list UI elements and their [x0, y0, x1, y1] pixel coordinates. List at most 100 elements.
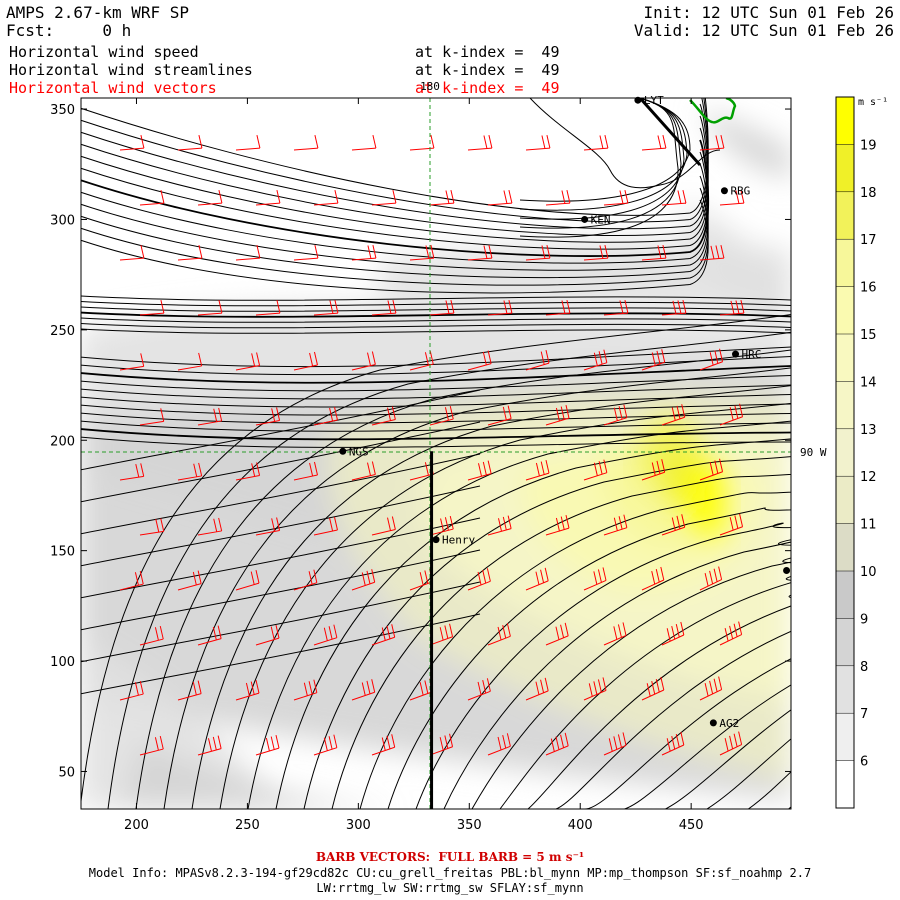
wind-barb-93	[351, 569, 376, 591]
wind-barb-64	[603, 404, 628, 426]
streamline-42	[387, 507, 791, 809]
wind-barb-14	[255, 189, 281, 206]
wind-barb-117	[467, 678, 491, 701]
wind-barb-31	[583, 244, 609, 261]
streamline-44	[443, 539, 791, 809]
colorbar-swatch-7	[836, 476, 854, 524]
stations: LYT RBG KEN HRC NGS Henry AG2	[339, 94, 791, 730]
wind-barb-54	[641, 349, 666, 371]
wind-barb-129	[545, 732, 569, 756]
colorbar-label: 17	[860, 233, 877, 248]
streamline-35	[191, 385, 791, 809]
wind-barb-49	[351, 351, 376, 371]
colorbar-swatch-8	[836, 428, 854, 477]
y-tick-label: 300	[50, 213, 75, 228]
y-tick-label: 250	[50, 324, 75, 339]
station-label: Henry	[442, 534, 475, 547]
wind-map: LYT RBG KEN HRC NGS Henry AG2 200 250 300 350 400 4…	[50, 80, 888, 833]
wind-barb-10	[641, 134, 667, 151]
wind-barb-107	[545, 622, 569, 646]
colorbar-swatch-1	[836, 760, 854, 808]
streamline-22	[81, 365, 791, 384]
colorbar-swatch-11	[836, 286, 854, 334]
station-rbg: RBG	[720, 185, 750, 198]
colorbar: 6 7 8 9 10 11 12 13 14 15 16 17 18 19 m s⁻¹	[835, 96, 888, 809]
model-info-line-1: Model Info: MPASv8.2.3-194-gf29cd82c CU:…	[88, 866, 812, 880]
wind-barb-51	[467, 350, 492, 371]
wind-barb-7	[467, 134, 493, 151]
streamline-32	[107, 331, 791, 809]
wind-barb-71	[351, 461, 376, 481]
streamline-43	[415, 522, 791, 809]
wind-barb-102	[255, 625, 280, 646]
colorbar-label: 14	[860, 375, 877, 390]
streamline-38	[275, 438, 791, 809]
wind-barb-5	[351, 134, 377, 151]
wind-barb-17	[429, 189, 455, 206]
wind-barb-66	[719, 403, 744, 426]
wind-barb-3	[235, 134, 261, 151]
streamline-14	[81, 301, 791, 307]
streamline-51	[640, 709, 791, 809]
streamline-50	[612, 684, 791, 809]
colorbar-label: 8	[860, 660, 868, 675]
streamline-20	[81, 346, 791, 368]
station-marker	[720, 187, 728, 195]
coastline	[529, 98, 737, 189]
wind-barb-73	[467, 460, 492, 481]
streamline-62	[81, 549, 481, 631]
wind-barb-88	[719, 513, 744, 536]
streamline-68	[519, 98, 682, 229]
wind-barb-57	[197, 407, 223, 426]
wind-barb-56	[139, 408, 165, 426]
wind-barb-37	[313, 299, 339, 316]
wind-barb-29	[467, 244, 493, 261]
layer-1-level: at k-index = 49	[415, 43, 560, 61]
colorbar-swatch-4	[836, 618, 854, 666]
wind-barb-2	[177, 134, 203, 151]
wind-barb-19	[545, 189, 571, 206]
station-label: LYT	[644, 94, 664, 107]
wind-barb-28	[409, 244, 435, 261]
init-time: Init: 12 UTC Sun 01 Feb 26	[643, 3, 894, 22]
wind-barb-123	[197, 735, 222, 756]
x-tick-label: 350	[457, 818, 482, 833]
wind-barb-127	[429, 733, 454, 756]
colorbar-label: 16	[860, 281, 877, 296]
streamline-27	[81, 412, 791, 424]
colorbar-label: 11	[860, 518, 877, 533]
wind-barb-124	[255, 735, 280, 756]
colorbar-swatch-9	[836, 381, 854, 429]
colorbar-swatch-5	[836, 571, 854, 619]
wind-barb-26	[293, 244, 319, 261]
streamline-18	[81, 323, 791, 329]
wind-barb-118	[525, 677, 549, 701]
map-frame	[80, 97, 792, 810]
wind-barb-11	[699, 134, 725, 151]
wind-barb-45	[119, 353, 145, 371]
wind-barb-78	[139, 518, 165, 536]
streamline-60	[81, 485, 481, 567]
wind-barb-100	[139, 625, 164, 646]
colorbar-label: 6	[860, 755, 868, 770]
wind-barb-92	[293, 569, 318, 591]
colorbar-label: 13	[860, 423, 877, 438]
wind-barb-16	[371, 189, 397, 206]
section-line-north	[638, 98, 702, 167]
streamline-23	[81, 375, 791, 392]
streamline-46	[499, 576, 791, 809]
wind-barb-13	[197, 189, 223, 206]
streamline-33	[135, 349, 791, 809]
wind-barb-22	[719, 189, 745, 206]
wind-barb-35	[197, 299, 223, 316]
layer-2-name: Horizontal wind streamlines	[9, 61, 253, 79]
streamline-9	[81, 163, 709, 271]
streamline-52	[668, 738, 791, 809]
wind-barb-53	[583, 349, 608, 371]
wind-barb-68	[177, 462, 203, 481]
wind-barb-30	[525, 244, 551, 261]
streamline-21	[81, 356, 791, 376]
wind-barb-34	[139, 299, 165, 316]
station-unnamed-6	[783, 567, 791, 575]
wind-barb-96	[525, 567, 549, 591]
